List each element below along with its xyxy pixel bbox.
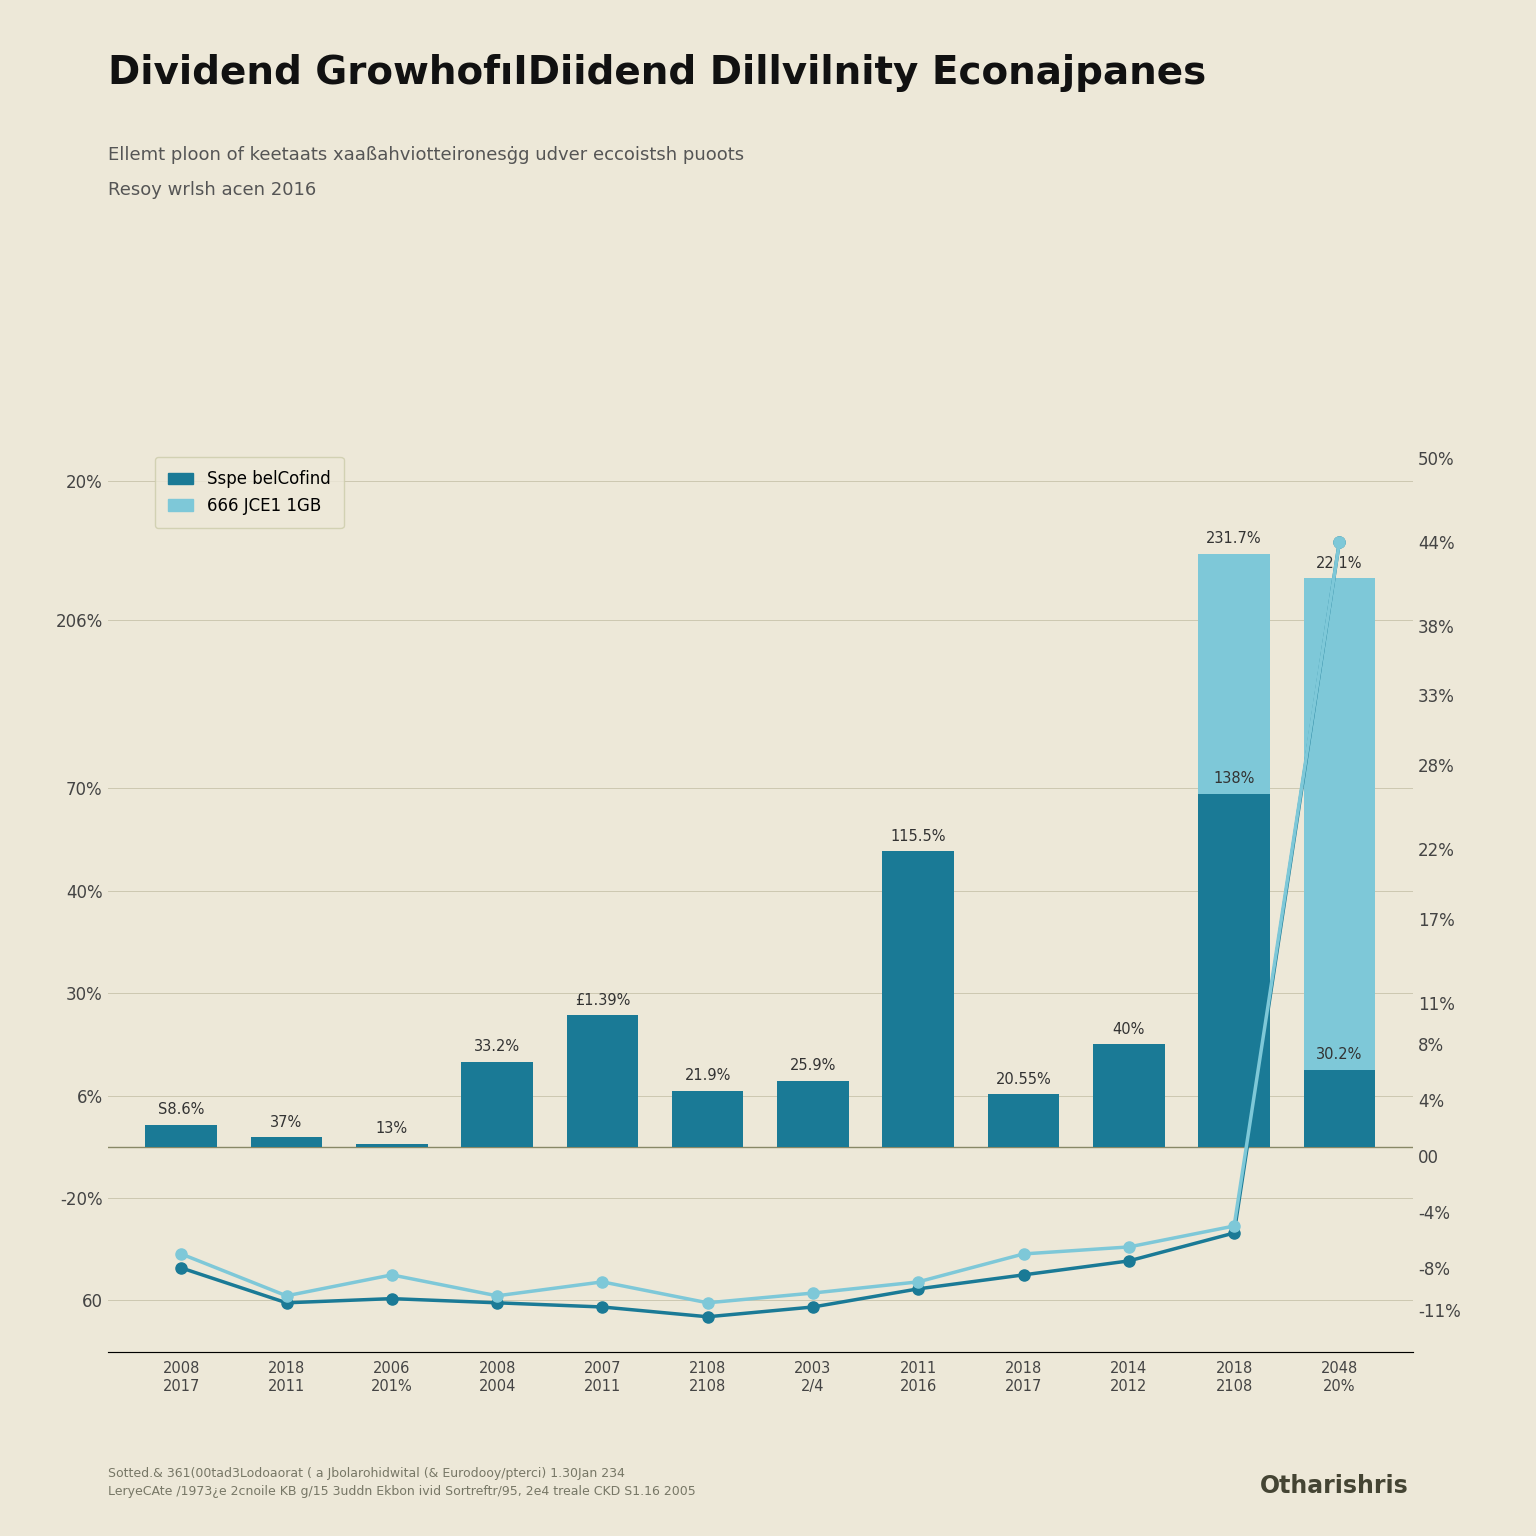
Text: Otharishris: Otharishris [1260,1473,1409,1498]
Bar [671,1091,743,1147]
Text: 25.9%: 25.9% [790,1058,836,1072]
Text: 40%: 40% [1112,1021,1144,1037]
Text: 30.2%: 30.2% [1316,1048,1362,1061]
Text: 22.1%: 22.1% [1316,556,1362,570]
Bar [1198,794,1270,1147]
Text: £1.39%: £1.39% [574,992,630,1008]
Text: S8.6%: S8.6% [158,1103,204,1117]
Text: 21.9%: 21.9% [685,1068,731,1083]
Bar [883,851,954,1147]
Text: 37%: 37% [270,1115,303,1130]
Text: 138%: 138% [1213,771,1255,786]
Text: Sotted.& 361(00tad3Lodoaorat ( a Jbolarohidwital (& Eurodooy/pterci) 1.30Jan 234: Sotted.& 361(00tad3Lodoaorat ( a Jbolaro… [108,1467,696,1498]
Text: Dividend GrowhofıIDiidend Dillvilnity Econajpanes: Dividend GrowhofıIDiidend Dillvilnity Ec… [108,54,1206,92]
Text: 115.5%: 115.5% [891,828,946,843]
Bar [146,1124,217,1147]
Legend: Sspe belCofind, 666 JCE1 1GB: Sspe belCofind, 666 JCE1 1GB [155,456,344,528]
Bar [1304,1069,1375,1147]
Bar [988,1094,1060,1147]
Text: 231.7%: 231.7% [1206,531,1263,545]
Bar [461,1061,533,1147]
Bar [1094,1044,1164,1147]
Bar [1198,553,1270,794]
Bar [567,1015,637,1147]
Bar [356,1143,427,1147]
Bar [250,1137,323,1147]
Text: Ellemt ploon of keetaats xaaßahviotteironesġg udver eccoistsh puoots: Ellemt ploon of keetaats xaaßahviotteiro… [108,146,743,164]
Bar [777,1081,849,1147]
Text: 33.2%: 33.2% [475,1040,521,1054]
Text: 20.55%: 20.55% [995,1072,1052,1086]
Text: 13%: 13% [376,1121,409,1137]
Text: Resoy wrlsh acen 2016: Resoy wrlsh acen 2016 [108,181,316,200]
Bar [1304,578,1375,1069]
